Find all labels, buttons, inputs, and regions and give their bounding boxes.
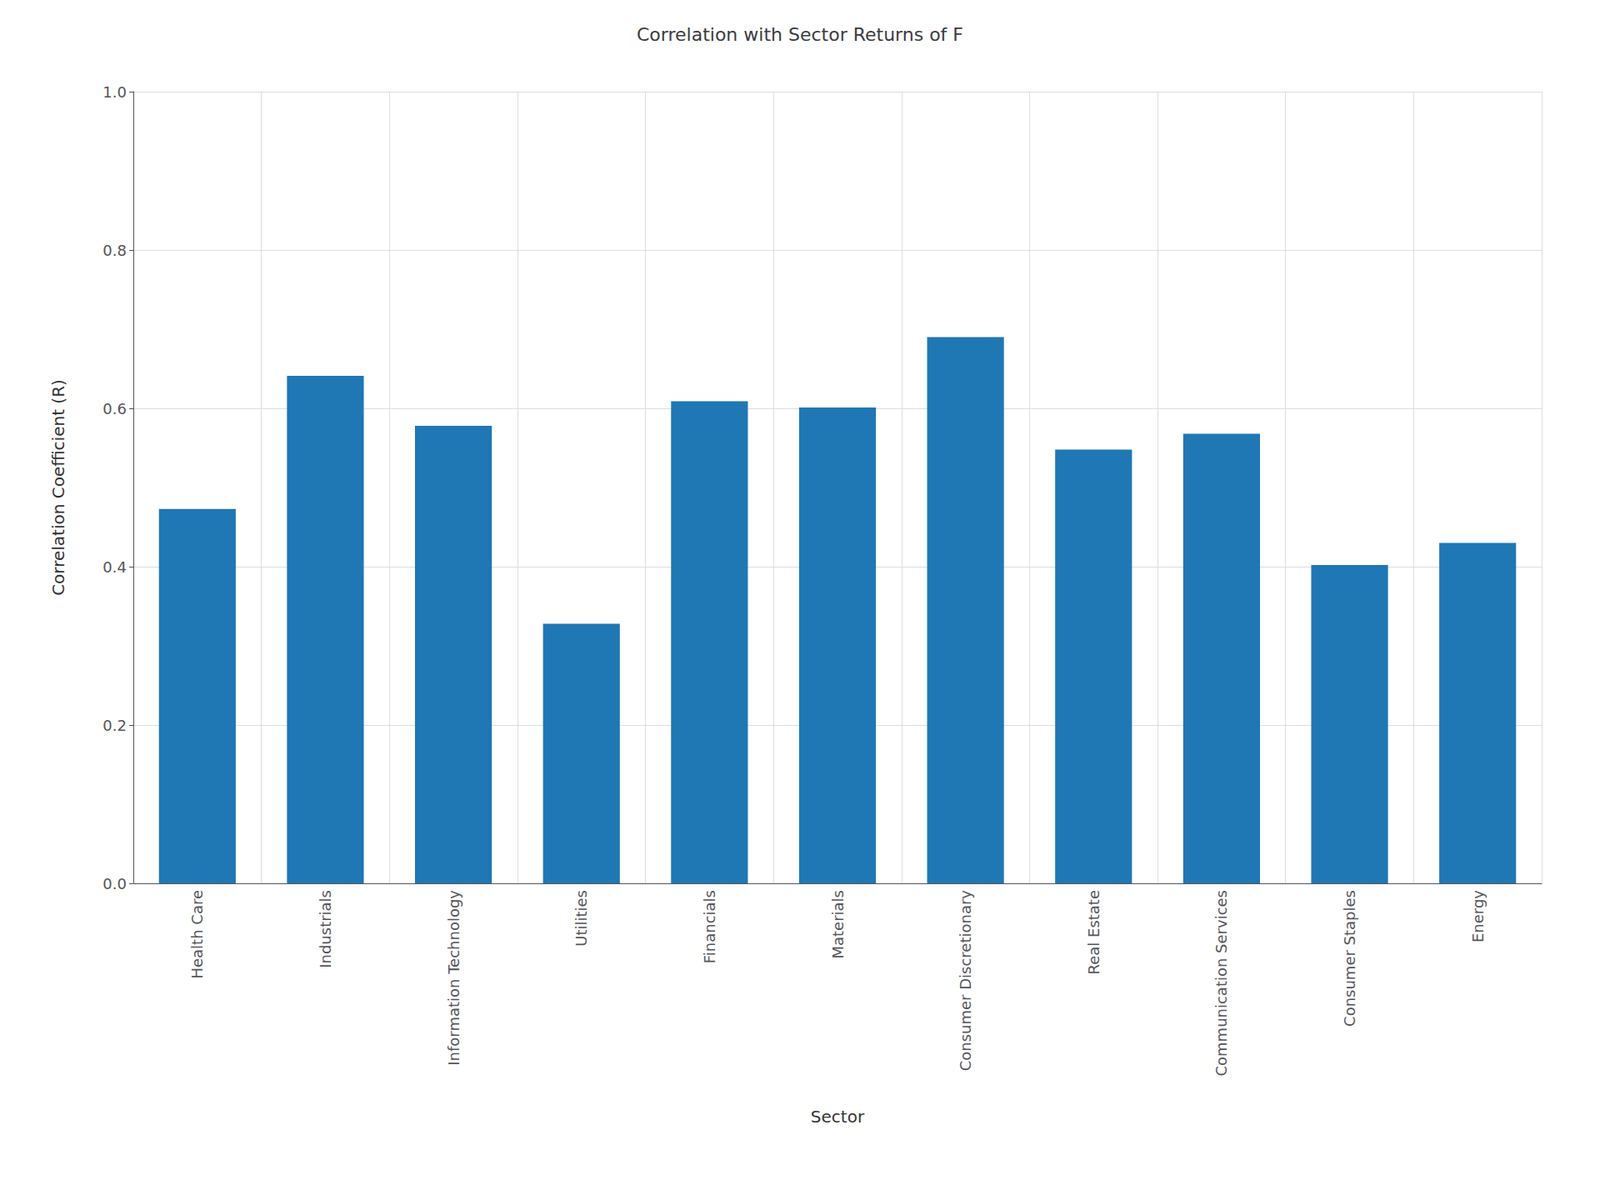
svg-text:Utilities: Utilities xyxy=(572,890,590,947)
svg-text:0.2: 0.2 xyxy=(102,716,127,735)
svg-text:Consumer Staples: Consumer Staples xyxy=(1340,890,1359,1027)
svg-text:Communication Services: Communication Services xyxy=(1212,890,1230,1077)
svg-text:Correlation with Sector Return: Correlation with Sector Returns of F xyxy=(636,24,964,45)
svg-text:Sector: Sector xyxy=(810,1106,865,1127)
svg-text:Correlation Coefficient (R): Correlation Coefficient (R) xyxy=(48,379,69,596)
svg-text:0.0: 0.0 xyxy=(102,875,127,893)
svg-text:0.4: 0.4 xyxy=(102,558,127,576)
svg-text:1.0: 1.0 xyxy=(102,83,127,101)
svg-text:Materials: Materials xyxy=(829,890,847,960)
svg-text:0.8: 0.8 xyxy=(102,241,127,260)
svg-text:Real Estate: Real Estate xyxy=(1085,890,1103,975)
svg-text:Information Technology: Information Technology xyxy=(445,890,463,1066)
svg-text:Energy: Energy xyxy=(1469,890,1487,943)
svg-text:Industrials: Industrials xyxy=(316,890,335,969)
svg-text:Financials: Financials xyxy=(700,890,719,964)
svg-text:0.6: 0.6 xyxy=(102,400,127,418)
svg-text:Health Care: Health Care xyxy=(188,890,206,980)
svg-text:Consumer Discretionary: Consumer Discretionary xyxy=(956,890,975,1072)
